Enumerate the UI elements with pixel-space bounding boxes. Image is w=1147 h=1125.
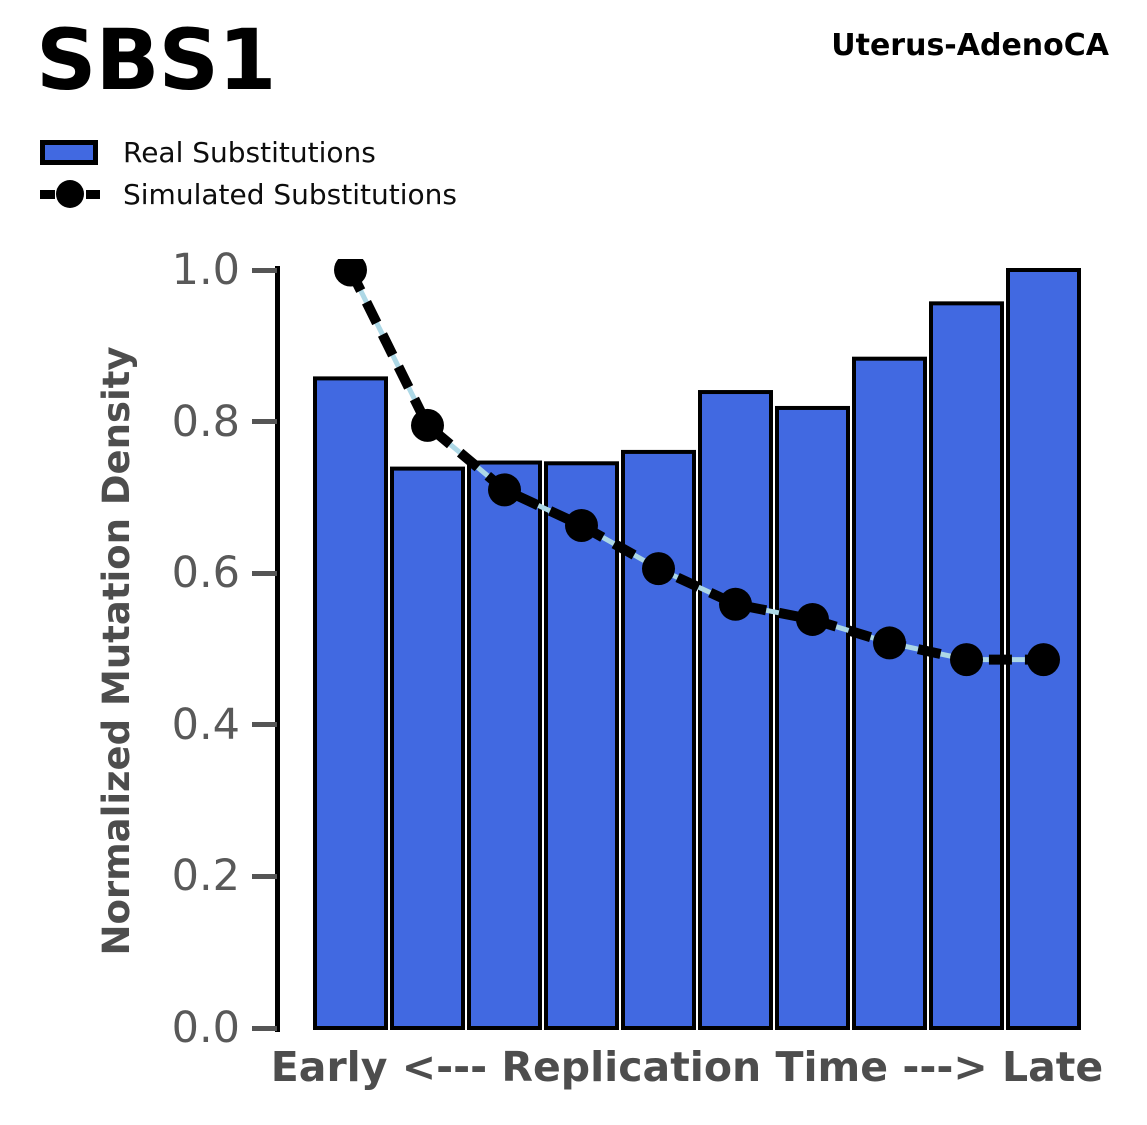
real-substitutions-bar — [852, 356, 927, 1031]
chart-canvas — [313, 259, 1081, 1031]
y-tick-label: 0.6 — [171, 548, 240, 599]
legend: Real Substitutions Simulated Substitutio… — [40, 131, 457, 215]
simulated-marker — [411, 408, 444, 442]
real-substitutions-bar — [544, 461, 619, 1031]
y-tick — [252, 267, 277, 273]
real-substitutions-bar — [390, 466, 465, 1030]
real-substitutions-bar — [467, 460, 542, 1031]
circle-marker-icon — [56, 180, 84, 208]
y-tick — [252, 1025, 277, 1031]
y-tick-label: 0.8 — [171, 396, 240, 447]
simulated-marker — [642, 552, 675, 586]
x-axis-label: Early <--- Replication Time ---> Late — [270, 1043, 1104, 1091]
y-tick — [252, 722, 277, 728]
y-tick — [252, 570, 277, 576]
simulated-line — [346, 267, 1044, 665]
y-tick — [252, 873, 277, 879]
real-substitutions-bar — [313, 376, 388, 1031]
y-tick — [252, 419, 277, 425]
real-substitutions-swatch — [40, 139, 98, 165]
legend-item-simulated: Simulated Substitutions — [40, 173, 457, 215]
chart-title: SBS1 — [36, 11, 276, 109]
real-substitutions-bar — [775, 405, 850, 1030]
y-tick-label: 0.2 — [171, 851, 240, 902]
real-substitutions-bar — [698, 390, 773, 1030]
plot-area — [277, 259, 1092, 1035]
simulated-marker — [565, 508, 598, 542]
y-tick-label: 1.0 — [171, 245, 240, 295]
y-axis-spine — [275, 266, 280, 1032]
simulated-marker — [488, 473, 521, 507]
y-tick-label: 0.4 — [171, 699, 240, 750]
simulated-marker — [950, 643, 983, 677]
simulated-line-icon — [40, 180, 100, 208]
real-substitutions-bar — [621, 449, 696, 1031]
cancer-type-label: Uterus-AdenoCA — [831, 28, 1109, 63]
simulated-marker — [334, 259, 367, 287]
simulated-marker — [1027, 643, 1060, 677]
legend-label-real: Real Substitutions — [123, 135, 376, 169]
legend-label-simulated: Simulated Substitutions — [123, 177, 457, 211]
simulated-marker — [796, 602, 829, 636]
y-tick-label: 0.0 — [171, 1003, 240, 1053]
simulated-marker — [873, 626, 906, 660]
legend-item-real: Real Substitutions — [40, 131, 457, 173]
simulated-marker — [719, 587, 752, 621]
